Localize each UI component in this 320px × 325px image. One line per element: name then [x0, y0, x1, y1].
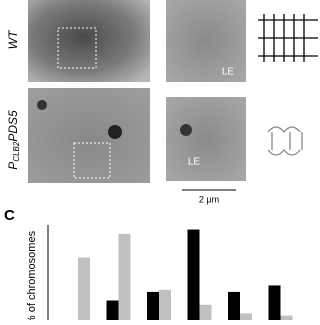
micrograph: [28, 0, 150, 82]
row-label: PCLB2PDS5: [6, 110, 21, 170]
bar: [187, 229, 200, 322]
blob: [37, 100, 47, 110]
micrograph: [28, 88, 150, 183]
marker-label: LE: [222, 67, 235, 78]
label-part: P: [6, 162, 20, 170]
inset-box: [57, 27, 97, 69]
inset-box: [73, 142, 111, 179]
bar: [159, 289, 171, 322]
bar: [78, 257, 90, 322]
bar: [118, 233, 131, 322]
y-axis-label: % of chromosomes: [26, 230, 38, 320]
panel-label: C: [4, 207, 15, 224]
label-subscript: CLB2: [12, 141, 21, 162]
bar: [240, 313, 252, 322]
micrographs: [28, 0, 246, 183]
row-label: WT: [6, 29, 20, 49]
bar: [199, 304, 212, 322]
marker-label: LE: [188, 157, 201, 168]
bar: [106, 300, 119, 322]
micrograph-zoom: [166, 0, 246, 82]
blob: [180, 124, 192, 136]
bar: [280, 315, 293, 322]
scale-label: 2 µm: [199, 194, 219, 204]
micrograph-zoom: [166, 97, 246, 181]
bar: [228, 291, 240, 322]
blob: [108, 125, 122, 139]
bar: [268, 285, 281, 322]
schematic: [258, 14, 318, 156]
label-part: PDS5: [6, 110, 20, 142]
bar: [147, 291, 159, 322]
